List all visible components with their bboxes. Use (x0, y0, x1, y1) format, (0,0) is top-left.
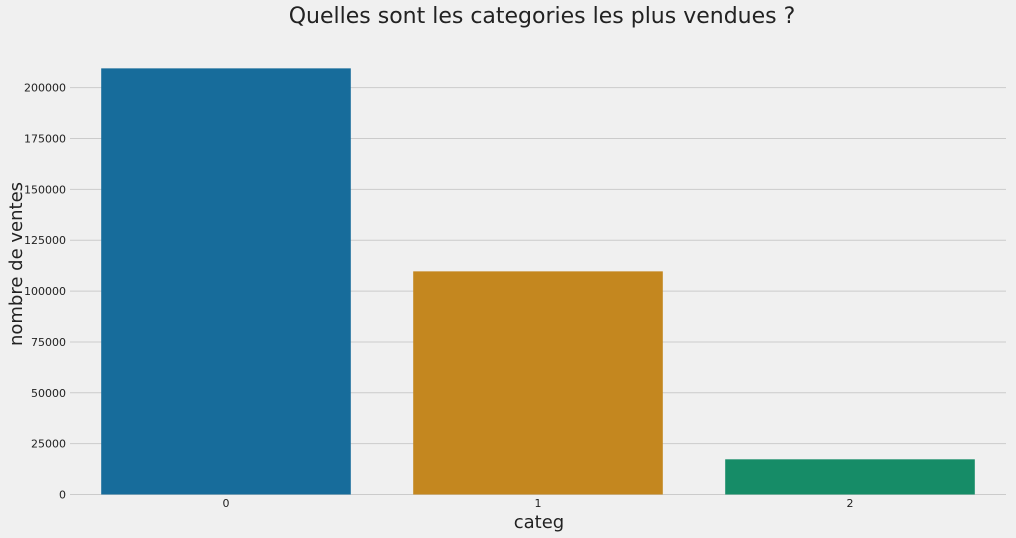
bar-categ-1 (413, 271, 663, 495)
x-tick-label: 0 (223, 497, 230, 510)
y-tick-label: 50000 (31, 387, 66, 400)
chart-title: Quelles sont les categories les plus ven… (289, 4, 796, 29)
y-tick-label: 0 (59, 489, 66, 502)
y-tick-label: 150000 (24, 183, 66, 196)
x-tick-label: 1 (535, 497, 542, 510)
y-tick-label: 25000 (31, 438, 66, 451)
y-tick-label: 100000 (24, 285, 66, 298)
y-tick-label: 175000 (24, 133, 66, 146)
y-axis-label: nombre de ventes (6, 182, 27, 346)
y-tick-label: 75000 (31, 336, 66, 349)
bars (101, 68, 975, 495)
y-tick-label: 200000 (24, 82, 66, 95)
x-tick-labels: 0 1 2 (223, 497, 854, 510)
x-axis-label: categ (514, 512, 564, 533)
bar-categ-2 (725, 459, 975, 495)
x-tick-label: 2 (847, 497, 854, 510)
y-tick-label: 125000 (24, 234, 66, 247)
bar-categ-0 (101, 68, 351, 495)
y-tick-labels: 0 25000 50000 75000 100000 125000 150000 175000… (24, 82, 66, 502)
